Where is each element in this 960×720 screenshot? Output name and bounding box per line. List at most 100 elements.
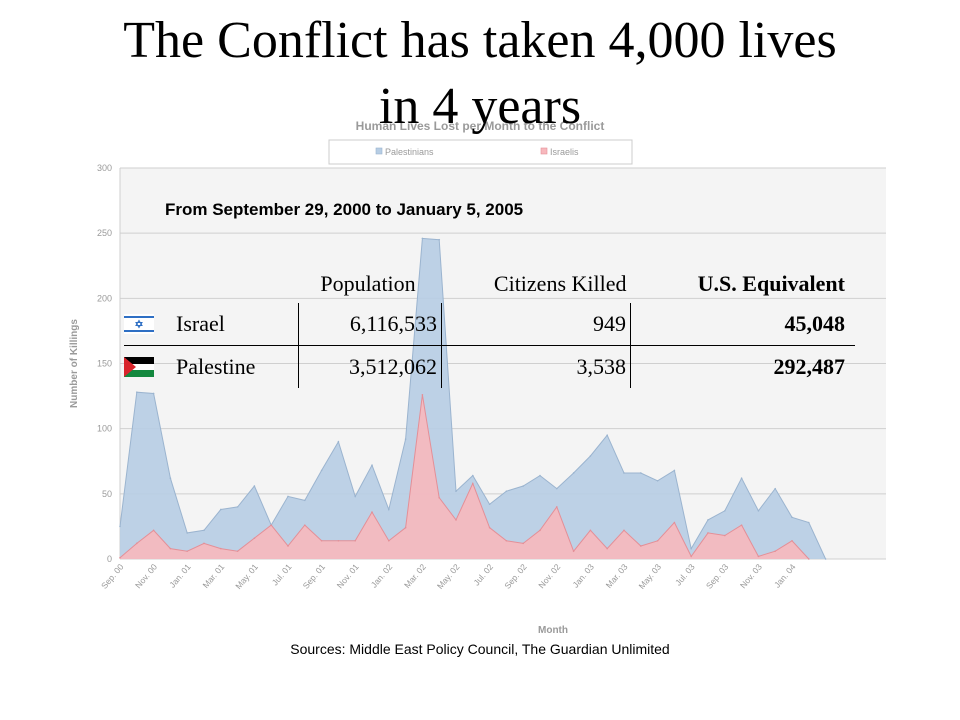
x-tick-label: Sep. 03 <box>704 562 731 591</box>
data-point <box>724 509 726 512</box>
data-point <box>304 524 306 526</box>
data-point <box>404 526 407 529</box>
country-name: Palestine <box>176 354 256 379</box>
table-row: Palestine 3,512,062 3,538 292,487 <box>124 345 855 388</box>
data-point <box>539 474 541 477</box>
data-point <box>572 472 575 474</box>
x-tick-label: Nov. 03 <box>738 562 764 591</box>
data-point <box>203 542 205 545</box>
y-tick-label: 300 <box>97 163 112 173</box>
chart-title: Human Lives Lost per Month to the Confli… <box>356 119 605 133</box>
data-point <box>774 550 776 552</box>
data-point <box>556 487 558 490</box>
data-point <box>169 547 172 550</box>
data-point <box>320 539 323 542</box>
data-point <box>472 474 474 477</box>
killed-value: 949 <box>441 303 631 346</box>
data-point <box>724 534 726 537</box>
header-population: Population <box>320 271 416 296</box>
data-point <box>354 495 357 498</box>
data-point <box>707 519 709 521</box>
data-point <box>455 519 457 521</box>
data-point <box>236 550 239 552</box>
data-point <box>757 509 760 512</box>
data-point <box>455 490 457 493</box>
data-point <box>808 521 810 524</box>
data-point <box>371 464 373 466</box>
slide-title: The Conflict has taken 4,000 lives in 4 … <box>0 8 960 140</box>
x-tick-label: Jan. 03 <box>570 562 596 590</box>
legend-entry: Palestinians <box>385 147 434 157</box>
data-point <box>388 508 390 511</box>
data-point <box>169 477 172 479</box>
data-point <box>522 542 524 545</box>
legend-box <box>328 139 633 165</box>
data-point <box>421 393 424 396</box>
x-tick-label: Mar. 03 <box>604 562 630 590</box>
data-point <box>824 558 827 560</box>
data-point <box>640 472 642 474</box>
data-point <box>388 539 390 542</box>
legend-entry: Israelis <box>550 147 579 157</box>
data-point <box>119 525 121 528</box>
data-point <box>757 555 760 558</box>
header-citizens-killed: Citizens Killed <box>493 271 627 296</box>
data-point <box>253 537 256 539</box>
data-point <box>572 550 575 552</box>
data-point <box>740 524 743 526</box>
x-tick-label: Sep. 00 <box>99 562 126 591</box>
data-point <box>152 392 155 395</box>
header-us-equivalent: U.S. Equivalent <box>697 271 845 296</box>
population-value: 3,512,062 <box>298 345 442 388</box>
data-point <box>203 529 205 532</box>
data-point <box>623 529 625 532</box>
x-tick-label: Jul. 01 <box>270 562 294 588</box>
y-tick-label: 50 <box>102 489 112 499</box>
data-point <box>287 495 289 498</box>
data-point <box>623 472 625 474</box>
data-point <box>119 556 121 559</box>
y-axis-label: Number of Killings <box>69 319 80 408</box>
x-axis-label: Month <box>538 625 568 636</box>
data-point <box>220 508 222 511</box>
x-tick-label: Mar. 01 <box>200 562 226 590</box>
us-equivalent-value: 45,048 <box>630 303 855 346</box>
x-tick-label: May. 01 <box>233 562 260 591</box>
data-point <box>791 539 793 542</box>
x-tick-label: Nov. 00 <box>133 562 159 591</box>
y-tick-label: 250 <box>97 228 112 238</box>
data-point <box>707 532 709 534</box>
data-point <box>236 506 239 508</box>
data-point <box>438 238 441 241</box>
data-point <box>152 529 155 532</box>
x-tick-label: Sep. 01 <box>301 562 328 591</box>
israel-flag-icon <box>124 314 154 334</box>
x-tick-label: Mar. 02 <box>402 562 428 590</box>
data-point <box>556 506 558 508</box>
data-point <box>304 499 306 502</box>
x-tick-label: Sep. 02 <box>502 562 529 591</box>
legend-swatch <box>540 147 548 155</box>
data-point <box>606 434 608 436</box>
series-area-palestinians <box>120 238 826 559</box>
x-tick-label: Jan. 04 <box>772 562 798 590</box>
data-point <box>320 469 323 472</box>
x-tick-label: May. 02 <box>435 562 462 591</box>
x-tick-label: Jul. 02 <box>471 562 495 588</box>
data-point <box>488 503 491 506</box>
country-name: Israel <box>176 303 299 346</box>
data-point <box>220 547 222 550</box>
x-tick-label: May. 03 <box>636 562 663 591</box>
data-point <box>186 532 188 534</box>
sources-note: Sources: Middle East Policy Council, The… <box>290 641 670 657</box>
data-point <box>774 487 776 490</box>
x-tick-label: Nov. 02 <box>536 562 562 591</box>
data-point <box>522 485 524 487</box>
x-tick-label: Nov. 01 <box>335 562 361 591</box>
data-point <box>539 529 541 532</box>
table-header-row: Population Citizens Killed U.S. Equivale… <box>124 265 855 303</box>
table-row: Israel 6,116,533 949 45,048 <box>124 303 855 346</box>
data-point <box>488 526 491 529</box>
data-point <box>404 438 407 440</box>
data-point <box>656 480 659 482</box>
